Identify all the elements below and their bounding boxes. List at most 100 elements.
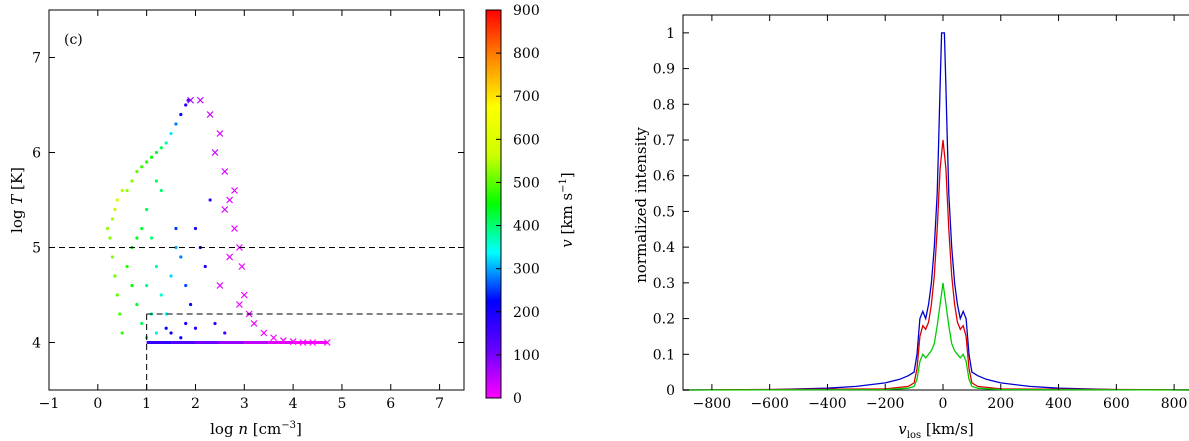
dot-point: [169, 331, 173, 335]
dot-point: [193, 226, 198, 231]
left-dashed-lines: [49, 247, 464, 390]
cross-point: [216, 282, 224, 289]
dot-point: [145, 207, 149, 212]
dot-point: [164, 141, 168, 145]
dot-point: [125, 188, 129, 193]
colorbar-tick-label: 300: [513, 262, 540, 278]
y-tick-label: 6: [32, 146, 41, 162]
dot-point: [174, 122, 178, 126]
dot-point: [154, 264, 159, 269]
right-y-axis-label: normalized intensity: [632, 127, 650, 283]
cross-point: [260, 329, 268, 337]
left-data-points: [105, 96, 331, 346]
right-y-ticks: 0 0.1 0.2 0.3 0.4 0.5 0.6 0.7 0.8 0.9 1: [653, 26, 689, 399]
right-lines: [682, 32, 1189, 391]
cross-point: [231, 187, 238, 194]
dot-point: [164, 326, 168, 330]
y-tick-label: 0: [666, 383, 675, 399]
x-tick-label: 3: [240, 396, 249, 412]
cross-point: [187, 96, 195, 104]
x-tick-label: −600: [750, 396, 788, 412]
colorbar: 0 100 200 300 400 500 600 700 800 900 v [km s−1]: [485, 3, 576, 407]
cross-point: [238, 263, 246, 270]
dot-point: [154, 150, 159, 155]
left-y-axis-label: log T [K]: [8, 167, 26, 233]
y-tick-label: 7: [32, 51, 41, 67]
x-tick-label: −400: [808, 396, 846, 412]
dot-point: [164, 312, 168, 316]
dot-point: [125, 264, 129, 269]
left-x-ticks: −1 0 1 2 3 4 5 6 7: [39, 10, 444, 412]
y-tick-label: 0.2: [653, 312, 675, 328]
dot-point: [154, 179, 159, 183]
dot-point: [110, 217, 115, 221]
y-tick-label: 0.7: [653, 133, 675, 149]
cross-point: [250, 320, 258, 327]
dot-point: [184, 103, 188, 107]
cross-point: [226, 253, 234, 261]
x-tick-label: 800: [1161, 396, 1188, 412]
colorbar-tick-label: 600: [513, 132, 540, 148]
line-series-2: [682, 139, 1189, 391]
left-panel: −1 0 1 2 3 4 5 6 7 4 5 6 7 (c) log n [cm−3] log T […: [8, 9, 465, 438]
dot-point: [135, 302, 139, 307]
dot-point: [169, 131, 173, 136]
colorbar-tick-label: 0: [513, 391, 522, 407]
dot-point: [179, 255, 183, 259]
line-series-1: [682, 32, 1189, 391]
cross-point: [206, 111, 214, 118]
colorbar-tick-label: 500: [513, 175, 540, 191]
colorbar-ticks: 0 100 200 300 400 500 600 700 800 900: [496, 3, 540, 407]
panel-label: (c): [64, 32, 83, 48]
y-tick-label: 4: [32, 336, 41, 352]
y-tick-label: 5: [32, 241, 41, 257]
x-tick-label: 1: [142, 396, 151, 412]
y-tick-label: 0.4: [653, 240, 675, 256]
cross-point: [196, 96, 204, 104]
dot-point: [120, 188, 124, 193]
dot-point: [154, 331, 159, 335]
x-tick-label: 2: [191, 396, 200, 412]
dot-point: [108, 236, 112, 240]
dot-point: [113, 207, 117, 212]
y-tick-label: 0.3: [653, 276, 675, 292]
dot-point: [184, 321, 188, 326]
x-tick-label: 600: [1103, 396, 1130, 412]
x-tick-label: 7: [435, 396, 444, 412]
x-tick-label: 6: [386, 396, 395, 412]
dot-point: [110, 255, 115, 259]
dot-point: [193, 326, 198, 330]
left-plot-frame: [48, 9, 465, 391]
y-tick-label: 0.6: [653, 169, 675, 185]
dot-point: [188, 302, 193, 307]
x-tick-label: 5: [337, 396, 346, 412]
dot-point: [135, 236, 139, 240]
y-tick-label: 0.9: [653, 62, 675, 78]
dot-point: [140, 226, 144, 231]
dot-point: [135, 169, 139, 174]
x-tick-label: −200: [866, 396, 904, 412]
colorbar-tick-label: 900: [513, 3, 540, 19]
x-tick-label: 400: [1045, 396, 1072, 412]
cross-point: [221, 206, 229, 213]
dot-point: [179, 112, 183, 117]
cross-point: [211, 149, 219, 156]
dot-point: [184, 283, 188, 288]
colorbar-tick-label: 400: [513, 219, 540, 235]
dot-point: [159, 146, 163, 150]
dot-point: [174, 226, 178, 231]
cross-point: [270, 334, 278, 342]
dot-point: [213, 321, 217, 326]
dot-point: [159, 293, 163, 297]
cross-point: [221, 168, 229, 175]
left-x-axis-label: log n [cm−3]: [210, 420, 302, 438]
colorbar-tick-label: 800: [513, 46, 540, 62]
dot-point: [130, 179, 134, 183]
colorbar-label: v [km s−1]: [558, 172, 576, 248]
dot-point: [145, 283, 149, 288]
x-tick-label: 4: [289, 396, 298, 412]
cross-point: [216, 130, 224, 137]
dot-point: [203, 264, 207, 269]
cross-point: [231, 225, 238, 232]
